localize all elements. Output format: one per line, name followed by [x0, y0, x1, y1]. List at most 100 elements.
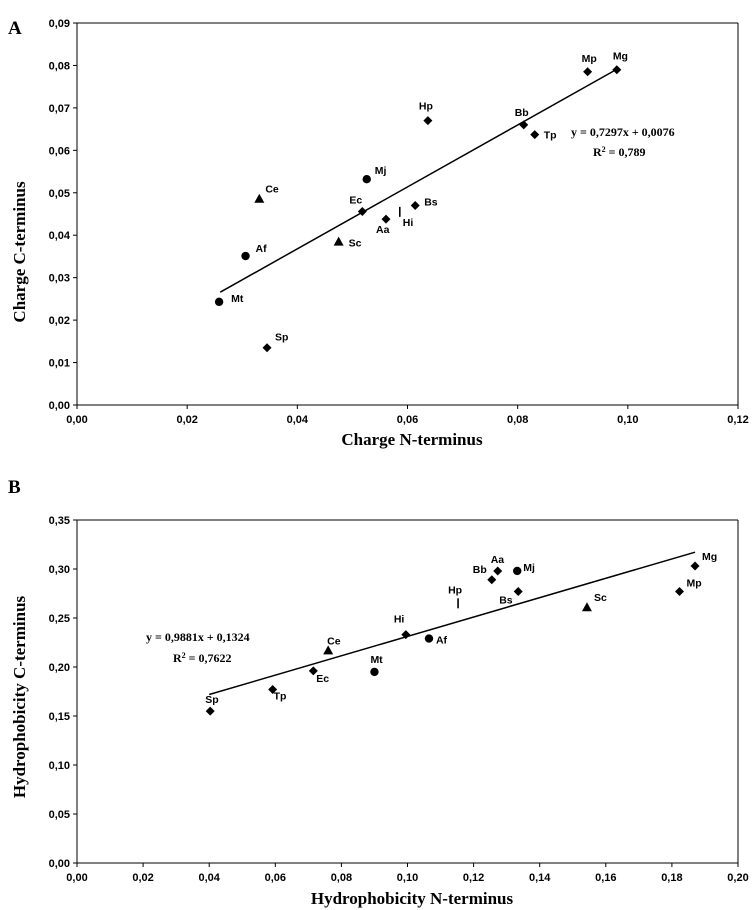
panel-b-plot: 0,00 0,02 0,04 0,06 0,08 0,10 0,12 0,14 0,16 0,18…: [49, 515, 749, 884]
panel-b-point-sp: [206, 707, 215, 716]
panel-b-y-tick-label: 0,20: [49, 662, 70, 674]
panel-a-x-tick-label: 0,06: [397, 414, 418, 426]
panel-b-letter: B: [8, 477, 21, 498]
panel-a-point-hp-label: Hp: [419, 101, 433, 113]
panel-a-point-sc-label: Sc: [349, 238, 362, 250]
panel-a-y-tick-label: 0,04: [49, 230, 71, 242]
panel-b-x-tick-label: 0,16: [595, 872, 616, 884]
panel-a-x-tick-label: 0,00: [66, 414, 87, 426]
panel-b-point-mg-label: Mg: [702, 551, 717, 563]
panel-a-y-tick-label: 0,02: [49, 315, 70, 327]
panel-b-x-tick-label: 0,06: [265, 872, 286, 884]
panel-a-point-aa-label: Aa: [376, 224, 390, 236]
panel-b-y-tick-label: 0,30: [49, 564, 70, 576]
panel-a-point-bs: [411, 201, 420, 210]
panel-a-y-tick-label: 0,08: [49, 60, 70, 72]
panel-a-point-af: [241, 252, 249, 260]
panel-b-point-bb-label: Bb: [473, 564, 487, 576]
panel-a-point-hi-label: Hi: [403, 217, 414, 229]
panel-a-y-tick-label: 0,07: [49, 103, 70, 115]
panel-b-point-ec-label: Ec: [316, 673, 329, 685]
panel-a-point-sc: [334, 237, 344, 246]
panel-b-x-tick-label: 0,10: [397, 872, 418, 884]
panel-b-x-tick-label: 0,04: [198, 872, 220, 884]
panel-b-point-ce-label: Ce: [327, 635, 341, 647]
panel-a-y-tick-label: 0,00: [49, 400, 70, 412]
panel-a-point-mg: [612, 65, 621, 74]
panel-a-point-aa: [382, 215, 391, 224]
panel-b-y-tick-label: 0,10: [49, 760, 70, 772]
panel-b-point-af-label: Af: [436, 635, 448, 647]
panel-a-point-bb-label: Bb: [515, 107, 529, 119]
panel-b-x-tick-label: 0,18: [661, 872, 682, 884]
panel-b-point-sc: [582, 602, 592, 611]
panel-a-point-bb: [519, 120, 528, 129]
panel-b-point-sc-label: Sc: [594, 592, 607, 604]
panel-b-point-af: [425, 634, 433, 642]
panel-a-y-tick-label: 0,03: [49, 273, 70, 285]
panel-a-plot: 0,00 0,02 0,04 0,06 0,08 0,10 0,12 0,00 0,01 0,02…: [49, 18, 749, 426]
panel-a-point-ec-label: Ec: [349, 194, 362, 206]
panel-b-x-tick-label: 0,08: [331, 872, 352, 884]
panel-a-point-af-label: Af: [256, 243, 268, 255]
panel-a-y-tick-label: 0,05: [49, 188, 70, 200]
panel-b-point-mp: [675, 587, 684, 596]
panel-b-point-mt-label: Mt: [370, 654, 383, 666]
panel-a-x-tick-label: 0,02: [176, 414, 197, 426]
panel-b-y-tick-label: 0,05: [49, 809, 70, 821]
panel-b-point-tp-label: Tp: [274, 691, 287, 703]
panel-b-point-bb: [487, 575, 496, 584]
panel-b-x-tick-label: 0,00: [66, 872, 87, 884]
panel-a-point-bs-label: Bs: [424, 197, 438, 209]
panel-b-point-mp-label: Mp: [687, 578, 702, 590]
panel-b-x-tick-label: 0,12: [463, 872, 484, 884]
panel-b-x-axis-title: Hydrophobicity N-terminus: [311, 889, 514, 908]
panel-b-point-mj-label: Mj: [523, 562, 535, 574]
panel-a-point-mt-label: Mt: [231, 293, 244, 305]
panel-b-y-tick-label: 0,35: [49, 515, 70, 527]
panel-b-point-sp-label: Sp: [205, 694, 218, 706]
panel-b-y-axis-title: Hydrophobicity C-terminus: [10, 595, 29, 798]
panel-a-x-tick-label: 0,10: [617, 414, 638, 426]
panel-a-y-tick-label: 0,01: [49, 358, 70, 370]
panel-b-x-tick-label: 0,14: [529, 872, 551, 884]
panel-a-x-tick-label: 0,12: [727, 414, 748, 426]
panel-b-y-tick-label: 0,00: [49, 858, 70, 870]
panel-b-point-aa-label: Aa: [491, 554, 505, 566]
panel-a-point-mg-label: Mg: [613, 51, 628, 63]
panel-a-point-ce: [254, 194, 264, 203]
panel-b-y-tick-label: 0,15: [49, 711, 70, 723]
panel-b-y-tick-label: 0,25: [49, 613, 70, 625]
panel-a-point-mp: [583, 67, 592, 76]
panel-a-point-mj: [363, 175, 371, 183]
panel-a-y-axis-title: Charge C-terminus: [10, 181, 29, 323]
panel-a-x-tick-label: 0,04: [287, 414, 309, 426]
panel-a-point-tp: [530, 130, 539, 139]
panel-b-point-mj: [513, 567, 521, 575]
panel-a-x-axis-title: Charge N-terminus: [341, 430, 483, 449]
panel-b-x-tick-label: 0,02: [132, 872, 153, 884]
panel-a-point-sp-label: Sp: [275, 332, 288, 344]
panel-a-point-sp: [263, 343, 272, 352]
panel-a: A 0,00 0,02 0,04 0,06 0,08 0,10 0,120,000,010,…: [8, 18, 749, 449]
panel-a-x-tick-label: 0,08: [507, 414, 528, 426]
panel-a-y-tick-label: 0,06: [49, 145, 70, 157]
panel-a-point-mt: [215, 298, 223, 306]
panel-b-x-tick-label: 0,20: [727, 872, 748, 884]
panel-b-point-mg: [691, 562, 700, 571]
panel-a-point-mj-label: Mj: [375, 165, 387, 177]
panel-b-point-bs: [514, 587, 523, 596]
panel-a-point-tp-label: Tp: [544, 130, 557, 142]
panel-b-equation: y = 0,9881x + 0,1324: [146, 630, 250, 644]
panel-a-point-hp: [423, 116, 432, 125]
panel-a-r2: R2 = 0,789: [593, 145, 646, 160]
panel-b: B 0,00 0,02 0,04 0,06 0,08 0,10 0,12 0,14 0,16 0,…: [8, 477, 749, 908]
panel-a-point-mp-label: Mp: [582, 53, 597, 65]
panel-b-point-bs-label: Bs: [499, 595, 513, 607]
panel-b-point-hi-label: Hi: [394, 614, 405, 626]
panel-b-point-hp-label: Hp: [448, 584, 462, 596]
panel-b-r2: R2 = 0,7622: [173, 651, 232, 666]
panel-b-trendline: [209, 552, 695, 694]
panel-b-point-aa: [493, 566, 502, 575]
